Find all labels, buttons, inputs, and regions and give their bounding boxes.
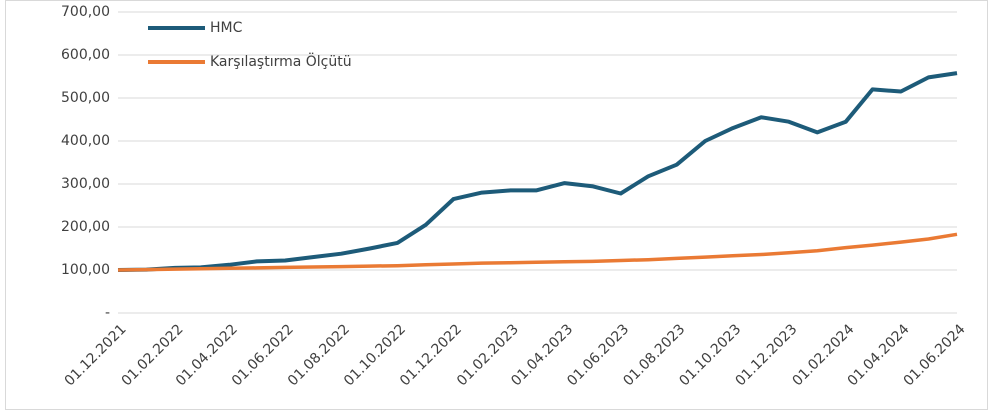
y-tick-label: 600,00 — [61, 47, 110, 63]
y-tick-label: 400,00 — [61, 133, 110, 149]
y-tick-label: 300,00 — [61, 176, 110, 192]
y-tick-label: 500,00 — [61, 90, 110, 106]
chart-border — [5, 0, 988, 410]
y-tick-label: 700,00 — [61, 4, 110, 20]
y-tick-label: 200,00 — [61, 219, 110, 235]
y-tick-label: - — [105, 305, 110, 321]
y-tick-label: 100,00 — [61, 262, 110, 278]
series-line — [117, 71, 958, 272]
legend-label: Karşılaştırma Ölçütü — [210, 52, 352, 70]
legend-label: HMC — [210, 20, 243, 36]
series-line — [117, 232, 958, 272]
